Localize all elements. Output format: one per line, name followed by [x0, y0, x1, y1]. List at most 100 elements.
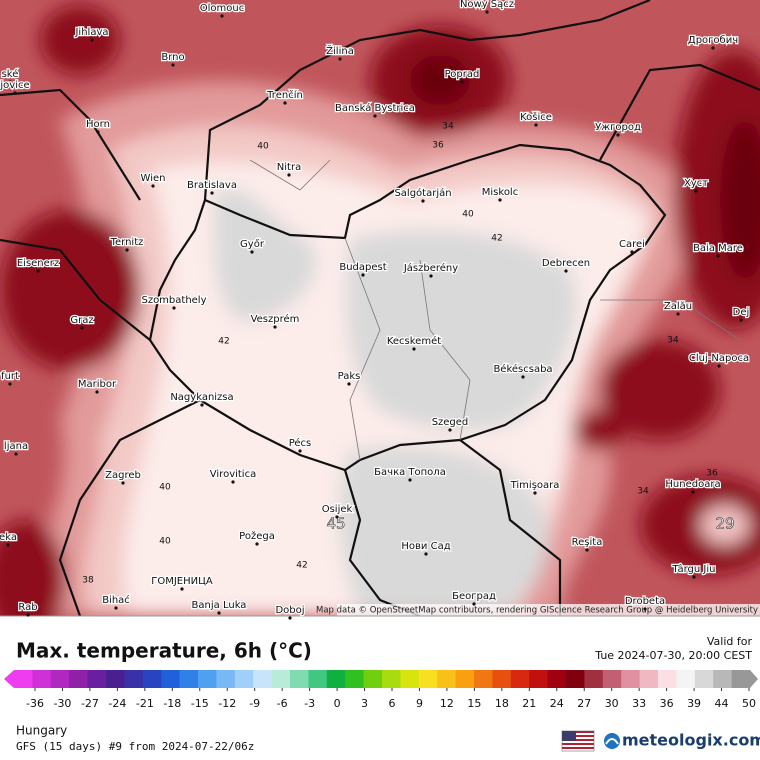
city-dot: [616, 133, 620, 137]
colorbar-swatch: [271, 670, 291, 688]
city-label: Žilina: [326, 44, 354, 57]
valid-time: Tue 2024-07-30, 20:00 CEST: [594, 649, 752, 662]
city-dot: [180, 587, 184, 591]
brand[interactable]: meteologix.com: [622, 731, 760, 750]
colorbar-swatch: [14, 670, 33, 688]
colorbar-swatch: [124, 670, 144, 688]
city-dot: [533, 491, 537, 495]
city-label: Carei: [619, 239, 645, 250]
colorbar-arrow-left: [4, 670, 14, 688]
city-label: Београд: [452, 591, 496, 602]
title: Max. temperature, 6h (°C): [16, 639, 312, 663]
colorbar-tick-label: 50: [742, 697, 756, 710]
contour-labels: 40 36 34 40 42 42 34 36 34 40 40 42 38 45 29: [82, 122, 735, 586]
colorbar-swatch: [345, 670, 365, 688]
temperature-field: [0, 0, 760, 616]
colorbar-swatch: [198, 670, 217, 688]
city-dot: [95, 390, 99, 394]
colorbar-tick-label: -9: [249, 697, 260, 710]
colorbar-tick-label: -6: [277, 697, 288, 710]
colorbar-swatch: [437, 670, 457, 688]
contour-label: 34: [667, 336, 679, 346]
colorbar-swatch: [142, 670, 162, 688]
city-label: Banská Bystrica: [335, 102, 415, 114]
city-dot: [739, 318, 743, 322]
city-label: Drobeta: [625, 596, 665, 607]
colorbar-swatch: [510, 670, 530, 688]
city-label: Jihlava: [74, 27, 108, 38]
city-label: Timişoara: [510, 480, 560, 491]
city-dot: [421, 199, 425, 203]
model-run: GFS (15 days) #9 from 2024-07-22/06z: [16, 740, 254, 753]
colorbar-tick-label: 15: [467, 697, 481, 710]
colorbar-tick-label: -18: [163, 697, 181, 710]
city-dot: [172, 306, 176, 310]
colorbar-swatch: [602, 670, 622, 688]
city-label: Bihać: [102, 594, 130, 606]
colorbar-tick-label: -15: [191, 697, 209, 710]
city-label: Хуст: [684, 178, 708, 189]
city-dot: [114, 606, 118, 610]
city-label: Ternitz: [110, 237, 144, 248]
city-dot: [691, 490, 695, 494]
colorbar-swatch: [676, 670, 696, 688]
colorbar-swatch: [161, 670, 181, 688]
valid-label: Valid for: [707, 635, 753, 648]
city-dot: [217, 611, 221, 615]
city-dot: [298, 449, 302, 453]
contour-label: 36: [432, 141, 444, 151]
city-label: Salgótarján: [394, 187, 451, 199]
city-dot: [521, 375, 525, 379]
city-label: Baia Mare: [693, 243, 743, 254]
city-dot: [347, 382, 351, 386]
city-dot: [373, 114, 377, 118]
city-label: Bratislava: [187, 180, 237, 191]
city-dot: [472, 602, 476, 606]
city-dot: [8, 382, 12, 386]
city-label: Târgu Jiu: [672, 563, 716, 575]
colorbar-swatch: [584, 670, 604, 688]
city-dot: [36, 269, 40, 273]
city-dot: [694, 189, 698, 193]
city-dot: [255, 542, 259, 546]
city-dot: [585, 548, 589, 552]
city-dot: [200, 403, 204, 407]
colorbar-tick-label: 18: [495, 697, 509, 710]
city-label: Osijek: [322, 504, 353, 515]
city-dot: [8, 80, 12, 84]
city-label: Szeged: [432, 417, 469, 428]
city-label: Poprad: [445, 69, 480, 80]
city-label: furt: [1, 371, 19, 382]
city-label: Nowy Sącz: [460, 0, 514, 10]
city-dot: [220, 14, 224, 18]
colorbar-swatch: [382, 670, 401, 688]
city-dot: [716, 254, 720, 258]
colorbar-tick-label: 44: [715, 697, 729, 710]
city-label: Ужгород: [595, 122, 641, 133]
colorbar-swatch: [492, 670, 512, 688]
colorbar-swatch: [621, 670, 641, 688]
city-label: Zagreb: [105, 470, 141, 481]
colorbar-swatch: [455, 670, 475, 688]
colorbar-swatch: [547, 670, 567, 688]
city-dot: [643, 607, 647, 611]
colorbar-swatch: [731, 670, 751, 688]
us-flag[interactable]: [561, 730, 595, 752]
colorbar-swatch: [529, 670, 549, 688]
colorbar-swatch: [713, 670, 733, 688]
city-dot: [692, 575, 696, 579]
city-label: Horn: [86, 119, 110, 130]
region: Hungary: [16, 724, 67, 738]
city-label: Maribor: [78, 379, 117, 390]
city-dot: [210, 191, 214, 195]
city-label: Reşita: [572, 537, 603, 548]
attribution-bg: [337, 604, 760, 616]
city-label: jovice: [0, 80, 30, 91]
city-dot: [121, 481, 125, 485]
contour-label: 36: [706, 469, 718, 479]
colorbar-swatch: [326, 670, 346, 688]
logo-icon: [604, 733, 620, 749]
colorbar-swatch: [234, 670, 254, 688]
city-label: Zalău: [664, 301, 692, 312]
